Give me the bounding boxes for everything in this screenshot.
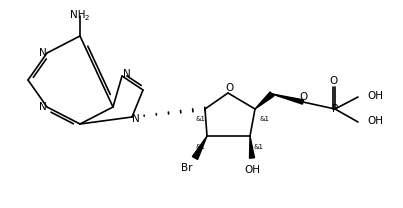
Text: N: N — [39, 48, 47, 58]
Text: N: N — [132, 114, 140, 124]
Text: &1: &1 — [195, 144, 205, 150]
Text: N: N — [39, 102, 47, 112]
Text: 2: 2 — [85, 15, 89, 21]
Polygon shape — [192, 136, 207, 160]
Text: Br: Br — [181, 163, 193, 173]
Text: OH: OH — [367, 116, 383, 126]
Text: &1: &1 — [259, 116, 269, 122]
Text: O: O — [300, 92, 308, 102]
Text: O: O — [329, 76, 337, 86]
Text: P: P — [332, 104, 338, 114]
Text: O: O — [225, 83, 233, 93]
Text: OH: OH — [244, 165, 260, 175]
Polygon shape — [272, 94, 303, 104]
Text: OH: OH — [367, 91, 383, 101]
Text: &1: &1 — [195, 116, 205, 122]
Polygon shape — [255, 92, 274, 109]
Polygon shape — [249, 136, 254, 158]
Text: NH: NH — [70, 10, 86, 20]
Text: &1: &1 — [253, 144, 263, 150]
Text: N: N — [123, 69, 131, 79]
